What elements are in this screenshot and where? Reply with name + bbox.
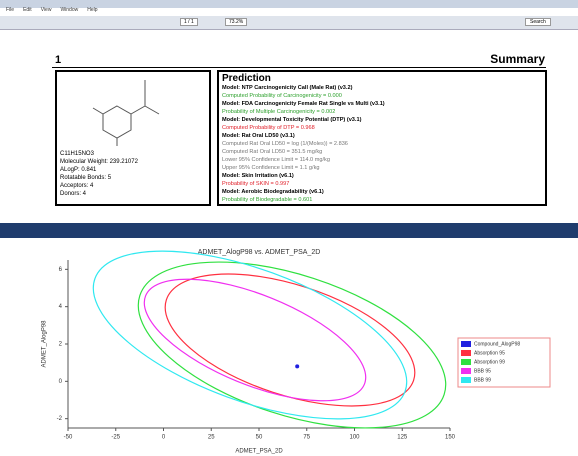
legend-label: Absorption 95 <box>474 350 505 356</box>
x-tick-label: 150 <box>445 435 456 441</box>
x-tick-label: 50 <box>256 435 263 441</box>
x-axis-label: ADMET_PSA_2D <box>235 449 283 455</box>
prediction-line: Upper 95% Confidence Limit = 1.1 g/kg <box>222 164 545 172</box>
property: Donors: 4 <box>60 190 138 198</box>
property: ALogP: 0.841 <box>60 166 138 174</box>
taskbar <box>0 223 578 238</box>
property: Rotatable Bonds: 5 <box>60 174 138 182</box>
page: File Edit View Window Help 1 / 1 73.2% Searc… <box>0 0 578 456</box>
confidence-ellipse <box>129 254 382 426</box>
legend-label: Absorption 99 <box>474 359 505 365</box>
menu-bar: File Edit View Window Help <box>6 7 107 16</box>
legend-swatch <box>461 350 471 356</box>
prediction-line: Computed Probability of Carcinogenicity … <box>222 92 545 100</box>
menu-item[interactable]: Window <box>60 7 78 13</box>
prediction-line: Computed Probability of DTP = 0.968 <box>222 124 545 132</box>
legend-swatch <box>461 341 471 347</box>
chart: ADMET_AlogP98 vs. ADMET_PSA_2D ADMET_PSA… <box>0 238 578 456</box>
legend-swatch <box>461 377 471 383</box>
formula: C11H15NO3 <box>60 150 138 158</box>
legend-label: Compound_AlogP98 <box>474 341 520 347</box>
x-tick-label: -50 <box>64 435 73 441</box>
prediction-line: Computed Rat Oral LD50 = log (1/(Moles))… <box>222 140 545 148</box>
prediction-line: Probability of SKIN = 0.997 <box>222 180 545 188</box>
confidence-ellipse <box>149 248 430 433</box>
point <box>295 364 299 368</box>
prediction-line: Model: Rat Oral LD50 (v3.1) <box>222 132 545 140</box>
prediction-line: Model: Aerobic Biodegradability (v6.1) <box>222 188 545 196</box>
prediction-line: Model: NTP Carcinogenicity Call (Male Ra… <box>222 84 545 92</box>
y-tick-label: -2 <box>57 416 63 422</box>
zoom-box[interactable]: 73.2% <box>225 18 247 26</box>
y-tick-label: 4 <box>59 304 63 310</box>
page-box[interactable]: 1 / 1 <box>180 18 198 26</box>
prediction-line: Model: Skin Irritation (v6.1) <box>222 172 545 180</box>
prediction-line: Model: FDA Carcinogenicity Female Rat Si… <box>222 100 545 108</box>
x-tick-label: 125 <box>397 435 408 441</box>
legend-swatch <box>461 359 471 365</box>
y-tick-label: 0 <box>59 379 63 385</box>
toolbar: 1 / 1 73.2% Search <box>0 16 578 30</box>
page-number: 1 <box>55 54 61 66</box>
x-tick-label: 75 <box>303 435 310 441</box>
prediction-box: Prediction Model: NTP Carcinogenicity Ca… <box>217 70 547 206</box>
y-tick-label: 2 <box>59 342 63 348</box>
x-tick-label: 100 <box>349 435 360 441</box>
legend-swatch <box>461 368 471 374</box>
confidence-ellipse <box>72 238 427 453</box>
prediction-line: Model: Developmental Toxicity Potential … <box>222 116 545 124</box>
report-title: Summary <box>490 52 545 66</box>
prediction-line: Computed Rat Oral LD50 = 351.5 mg/kg <box>222 148 545 156</box>
legend-label: BBB 99 <box>474 377 491 383</box>
menu-item[interactable]: Edit <box>23 7 32 13</box>
menu-item[interactable]: View <box>41 7 52 13</box>
prediction-lines: Model: NTP Carcinogenicity Call (Male Ra… <box>222 84 545 204</box>
property: Acceptors: 4 <box>60 182 138 190</box>
rule <box>52 67 546 68</box>
x-tick-label: 25 <box>208 435 215 441</box>
property: Molecular Weight: 239.21072 <box>60 158 138 166</box>
x-tick-label: 0 <box>162 435 166 441</box>
confidence-ellipse <box>118 238 466 456</box>
prediction-line: Probability of Biodegradable = 0.601 <box>222 196 545 204</box>
chart-title: ADMET_AlogP98 vs. ADMET_PSA_2D <box>198 249 321 256</box>
menu-item[interactable]: File <box>6 7 14 13</box>
menu-item[interactable]: Help <box>87 7 97 13</box>
structure <box>87 76 177 148</box>
x-tick-label: -25 <box>111 435 120 441</box>
legend-label: BBB 95 <box>474 368 491 374</box>
prediction-line: Lower 95% Confidence Limit = 114.0 mg/kg <box>222 156 545 164</box>
search-box[interactable]: Search <box>525 18 551 26</box>
prediction-line: Probability of Multiple Carcinogenicity … <box>222 108 545 116</box>
y-tick-label: 6 <box>59 267 63 273</box>
prediction-heading: Prediction <box>222 73 545 84</box>
document-page: 1 Summary C11H15NO3 Molecular Weight: 23… <box>0 30 578 223</box>
y-axis-label: ADMET_AlogP98 <box>42 320 48 368</box>
